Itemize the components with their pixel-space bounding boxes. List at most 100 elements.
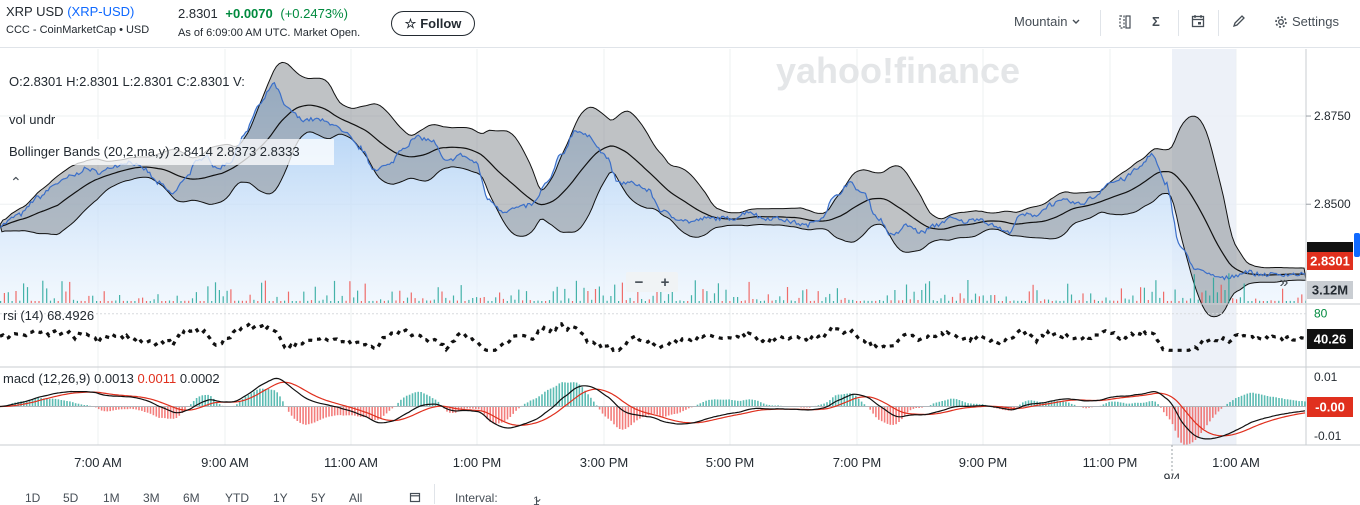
macd-histogram-bar bbox=[1171, 406, 1174, 425]
volume-bar bbox=[729, 301, 731, 303]
range-5d[interactable]: 5D bbox=[63, 491, 79, 505]
macd-histogram-bar bbox=[840, 394, 843, 407]
volume-bar bbox=[380, 299, 382, 303]
macd-histogram-bar bbox=[129, 406, 132, 409]
macd-histogram-bar bbox=[109, 406, 111, 412]
volume-bar bbox=[126, 300, 128, 303]
range-all[interactable]: All bbox=[349, 491, 363, 505]
range-1m[interactable]: 1M bbox=[103, 491, 120, 505]
volume-bar bbox=[614, 284, 616, 303]
macd-histogram-bar bbox=[100, 406, 103, 411]
volume-bar bbox=[1132, 295, 1134, 303]
compare-button[interactable] bbox=[1118, 14, 1132, 30]
range-5y[interactable]: 5Y bbox=[311, 491, 326, 505]
macd-histogram-bar bbox=[405, 395, 408, 407]
macd-histogram-bar bbox=[40, 398, 42, 407]
macd-histogram-bar bbox=[178, 406, 181, 416]
macd-histogram-bar bbox=[115, 406, 117, 410]
macd-histogram-bar bbox=[1206, 406, 1208, 426]
macd-histogram-bar bbox=[1214, 406, 1217, 415]
macd-histogram-bar bbox=[126, 406, 129, 410]
macd-histogram-bar bbox=[380, 406, 382, 419]
events-button[interactable] bbox=[1191, 14, 1205, 28]
range-1d[interactable]: 1D bbox=[25, 491, 41, 505]
macd-histogram-bar bbox=[895, 406, 897, 425]
macd-histogram-bar bbox=[955, 399, 958, 407]
macd-histogram-bar bbox=[34, 398, 37, 407]
volume-bar bbox=[149, 301, 151, 303]
volume-bar bbox=[130, 301, 132, 303]
volume-bar bbox=[687, 301, 689, 303]
macd-histogram-bar bbox=[932, 403, 935, 407]
interval-dropdown[interactable]: 1 min ⌄ bbox=[533, 491, 543, 505]
volume-bar bbox=[23, 283, 25, 303]
macd-histogram-bar bbox=[377, 406, 379, 420]
macd-histogram-bar bbox=[834, 395, 837, 407]
macd-histogram-bar bbox=[480, 406, 483, 412]
volume-bar bbox=[1186, 300, 1188, 303]
macd-histogram-bar bbox=[647, 406, 650, 416]
range-ytd[interactable]: YTD bbox=[225, 491, 249, 505]
macd-histogram-bar bbox=[653, 406, 656, 414]
settings-button[interactable]: Settings bbox=[1274, 14, 1339, 29]
indicators-button[interactable]: Σ bbox=[1152, 14, 1160, 29]
volume-bar bbox=[1021, 300, 1023, 303]
volume-bar bbox=[261, 282, 263, 303]
zoom-out-button[interactable]: − bbox=[634, 273, 644, 291]
volume-bar bbox=[1278, 300, 1280, 303]
volume-bar bbox=[1105, 297, 1107, 303]
macd-histogram-bar bbox=[135, 406, 137, 410]
jump-to-latest-icon[interactable]: » bbox=[1280, 274, 1289, 291]
volume-bar bbox=[472, 298, 474, 303]
volume-bar bbox=[737, 297, 739, 303]
volume-bar bbox=[652, 295, 654, 303]
interval-label: Interval: bbox=[455, 491, 498, 505]
prev-price-badge bbox=[1307, 242, 1353, 252]
macd-histogram-bar bbox=[1108, 401, 1110, 407]
volume-bar bbox=[606, 300, 608, 303]
volume-bar bbox=[656, 289, 658, 303]
volume-bar bbox=[779, 296, 781, 303]
price-chart[interactable]: yahoo!finance 7:00 AM 9:00 AM 11:00 AM 1:00 … bbox=[0, 49, 1360, 479]
macd-histogram-bar bbox=[823, 403, 825, 407]
macd-histogram-bar bbox=[595, 405, 598, 407]
side-panel-tab[interactable] bbox=[1354, 233, 1360, 257]
macd-histogram-bar bbox=[60, 400, 63, 407]
x-tick-label: 7:00 PM bbox=[833, 455, 881, 470]
volume-bar bbox=[1282, 288, 1284, 303]
macd-histogram-bar bbox=[670, 406, 673, 415]
draw-button[interactable] bbox=[1232, 14, 1246, 28]
macd-histogram-bar bbox=[1070, 403, 1073, 407]
volume-bar bbox=[806, 289, 808, 303]
bollinger-legend[interactable]: Bollinger Bands (20,2,ma,y) 2.8414 2.837… bbox=[9, 144, 300, 159]
range-6m[interactable]: 6M bbox=[183, 491, 200, 505]
follow-button[interactable]: ☆ Follow bbox=[391, 11, 475, 36]
macd-histogram-bar bbox=[713, 399, 716, 407]
macd-histogram-bar bbox=[1073, 404, 1076, 407]
volume-bar bbox=[817, 291, 819, 303]
volume-bar bbox=[568, 298, 570, 303]
volume-bar bbox=[1224, 290, 1226, 303]
chart-style-dropdown[interactable]: Mountain bbox=[1014, 14, 1081, 29]
range-3m[interactable]: 3M bbox=[143, 491, 160, 505]
rsi-legend[interactable]: rsi (14) 68.4926 bbox=[3, 308, 94, 323]
range-1y[interactable]: 1Y bbox=[273, 491, 288, 505]
macd-histogram-bar bbox=[719, 399, 722, 407]
zoom-in-button[interactable]: + bbox=[660, 273, 670, 291]
volume-bar bbox=[96, 301, 98, 303]
volume-bar bbox=[115, 300, 117, 303]
volume-bar bbox=[598, 286, 600, 303]
macd-legend[interactable]: macd (12,26,9) 0.0013 0.0011 0.0002 bbox=[3, 371, 220, 386]
volume-bars bbox=[0, 273, 1307, 303]
macd-histogram-bar bbox=[598, 406, 601, 410]
macd-histogram-bar bbox=[1122, 402, 1125, 407]
macd-histogram-bar bbox=[120, 406, 123, 410]
collapse-legend-icon[interactable]: ⌃ bbox=[10, 174, 22, 190]
volume-bar bbox=[1262, 301, 1264, 303]
volume-bar bbox=[357, 290, 359, 303]
macd-histogram-bar bbox=[495, 406, 497, 424]
macd-histogram-bar bbox=[164, 406, 166, 419]
ticker-link[interactable]: (XRP-USD) bbox=[67, 4, 135, 19]
date-range-button[interactable] bbox=[409, 491, 421, 505]
volume-bar bbox=[441, 291, 443, 303]
